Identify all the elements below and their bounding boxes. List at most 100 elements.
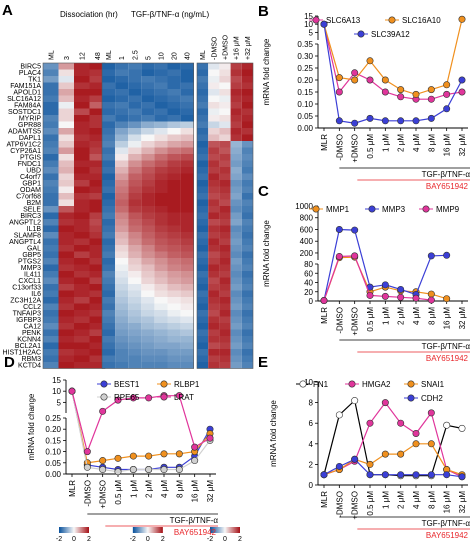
heatmap-cell (180, 303, 194, 310)
heatmap-cell (74, 134, 90, 141)
heatmap-cell (102, 167, 116, 174)
heatmap-gene-label: GAL (27, 246, 41, 253)
data-point (129, 466, 137, 474)
heatmap-cell (89, 362, 105, 369)
heatmap-cell (89, 323, 105, 330)
heatmap-cell (74, 206, 90, 213)
panel-label-a: A (2, 2, 13, 19)
heatmap-cell (219, 245, 231, 252)
data-point (397, 117, 405, 125)
heatmap-cell (197, 342, 209, 349)
heatmap-cell (167, 206, 181, 213)
heatmap-cell (154, 167, 168, 174)
x-tick-label: 4 μM (412, 307, 421, 325)
series-line (323, 19, 463, 96)
y-tick-label: 4 (309, 440, 314, 449)
data-point (381, 450, 389, 458)
heatmap-legend-tick: 0 (146, 536, 150, 543)
heatmap-cell (197, 310, 209, 317)
heatmap-cell (197, 193, 209, 200)
heatmap-cell (43, 180, 59, 187)
heatmap-cell (241, 316, 253, 323)
heatmap-cell (219, 102, 231, 109)
heatmap-cell (89, 245, 105, 252)
heatmap-cell (167, 316, 181, 323)
heatmap-cell (197, 69, 209, 76)
heatmap-cell (58, 277, 74, 284)
heatmap-cell (89, 193, 105, 200)
x-tick-label: 8 μM (427, 307, 436, 325)
heatmap-cell (128, 180, 142, 187)
heatmap-cell (208, 264, 220, 271)
data-point (335, 225, 343, 233)
heatmap-cell (167, 115, 181, 122)
heatmap-cell (154, 180, 168, 187)
heatmap-cell (102, 342, 116, 349)
heatmap-cell (89, 76, 105, 83)
y-tick-label: 0.25 (297, 64, 313, 73)
heatmap-gene-label: IL6 (31, 291, 41, 298)
heatmap-cell (115, 329, 129, 336)
heatmap-cell (230, 232, 242, 239)
heatmap-cell (43, 160, 59, 167)
heatmap-cell (154, 102, 168, 109)
heatmap-cell (219, 362, 231, 369)
heatmap-cell (128, 245, 142, 252)
data-point (320, 20, 328, 28)
y-tick-label: 10 (52, 387, 61, 396)
heatmap-cell (208, 329, 220, 336)
heatmap-cell (208, 355, 220, 362)
heatmap-cell (74, 69, 90, 76)
heatmap-cell (74, 310, 90, 317)
heatmap-cell (141, 232, 155, 239)
heatmap-cell (58, 102, 74, 109)
heatmap-gene-label: PLAC4 (19, 70, 41, 77)
heatmap-cell (219, 134, 231, 141)
data-point (381, 88, 389, 96)
heatmap-cell (180, 199, 194, 206)
heatmap-cell (167, 173, 181, 180)
heatmap-cell (167, 134, 181, 141)
heatmap-cell (89, 186, 105, 193)
heatmap-cell (141, 310, 155, 317)
heatmap-cell (154, 316, 168, 323)
heatmap-cell (128, 95, 142, 102)
heatmap-cell (197, 355, 209, 362)
heatmap-cell (197, 147, 209, 154)
heatmap-cell (219, 323, 231, 330)
heatmap-cell (43, 232, 59, 239)
heatmap-cell (102, 362, 116, 369)
heatmap-cell (180, 245, 194, 252)
heatmap-cell (230, 342, 242, 349)
heatmap-cell (128, 277, 142, 284)
heatmap-cell (58, 219, 74, 226)
heatmap-cell (219, 186, 231, 193)
heatmap-gene-label: BIRC3 (20, 213, 41, 220)
heatmap-cell (128, 115, 142, 122)
y-axis-label: mRNA fold change (262, 38, 271, 105)
heatmap-cell (208, 362, 220, 369)
heatmap-cell (74, 303, 90, 310)
heatmap-cell (74, 316, 90, 323)
treatment-label: TGF-β/TNF-α (170, 516, 219, 525)
data-point (351, 252, 359, 260)
heatmap-cell (58, 251, 74, 258)
y-tick-label: 8 (309, 399, 314, 408)
heatmap-cell (219, 115, 231, 122)
heatmap-cell (102, 316, 116, 323)
x-tick-label: 0.5 μM (114, 480, 123, 505)
heatmap-cell (208, 297, 220, 304)
heatmap-cell (141, 336, 155, 343)
heatmap-cell (230, 258, 242, 265)
heatmap-cell (180, 89, 194, 96)
heatmap-cell (43, 310, 59, 317)
heatmap-cell (241, 271, 253, 278)
heatmap-cell (180, 154, 194, 161)
x-tick-label: 1 μM (381, 491, 390, 509)
heatmap-block-border (101, 62, 194, 369)
y-axis-label: mRNA fold change (269, 400, 278, 467)
heatmap-cell (102, 323, 116, 330)
heatmap-cell (154, 141, 168, 148)
heatmap-cell (74, 225, 90, 232)
